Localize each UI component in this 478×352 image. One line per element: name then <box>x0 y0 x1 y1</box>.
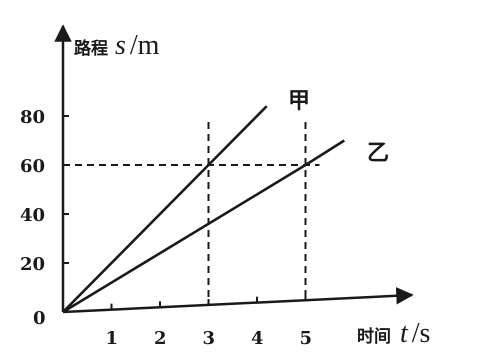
y-axis-label: 路程 s /m <box>74 30 160 61</box>
x-tick-label: 4 <box>251 328 264 349</box>
y-tick-label: 60 <box>20 156 45 177</box>
x-axis-label: 时间 t /s <box>357 318 430 349</box>
y-tick-labels: 20 40 60 80 <box>20 107 69 275</box>
x-tick-label: 3 <box>203 328 216 349</box>
y-tick-label: 80 <box>20 107 45 128</box>
x-tick-label: 5 <box>300 328 313 349</box>
origin-label: 0 <box>33 308 46 329</box>
x-tick-label: 2 <box>154 328 167 349</box>
x-tick-label: 1 <box>106 328 119 349</box>
y-tick-label: 20 <box>20 254 45 275</box>
series-label-yi: 乙 <box>367 141 389 166</box>
y-tick-label: 40 <box>20 205 45 226</box>
series-line-yi <box>62 139 345 314</box>
x-axis <box>62 287 414 314</box>
series-label-jia: 甲 <box>288 89 310 114</box>
x-tick-labels: 1 2 3 4 5 <box>106 294 313 349</box>
guide-lines <box>63 122 320 306</box>
series-line-jia <box>62 105 268 313</box>
series-lines: 甲乙 <box>62 89 389 314</box>
